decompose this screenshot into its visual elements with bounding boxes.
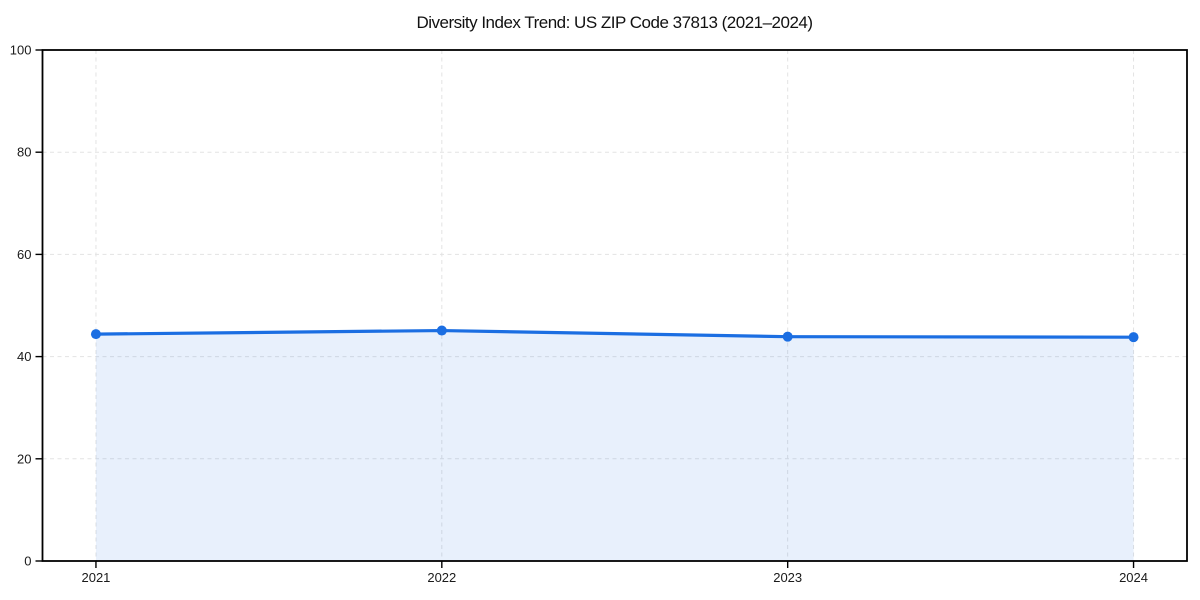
x-tick-label: 2023 (773, 570, 802, 585)
y-tick-label: 0 (24, 554, 31, 569)
x-tick-label: 2024 (1119, 570, 1148, 585)
y-tick-label: 100 (10, 43, 32, 58)
y-tick-label: 40 (17, 349, 31, 364)
x-tick-label: 2022 (427, 570, 456, 585)
x-tick-label: 2021 (81, 570, 110, 585)
y-tick-label: 80 (17, 145, 31, 160)
data-point-marker (436, 325, 447, 336)
plot-border (41, 49, 1188, 562)
y-tick-label: 20 (17, 451, 31, 466)
series-line (94, 328, 1136, 339)
chart-title: Diversity Index Trend: US ZIP Code 37813… (416, 13, 813, 32)
y-tick-label: 60 (17, 247, 31, 262)
series-area (95, 330, 1134, 561)
data-point-marker (1128, 332, 1139, 343)
data-point-marker (782, 331, 793, 342)
data-point-marker (90, 329, 101, 340)
